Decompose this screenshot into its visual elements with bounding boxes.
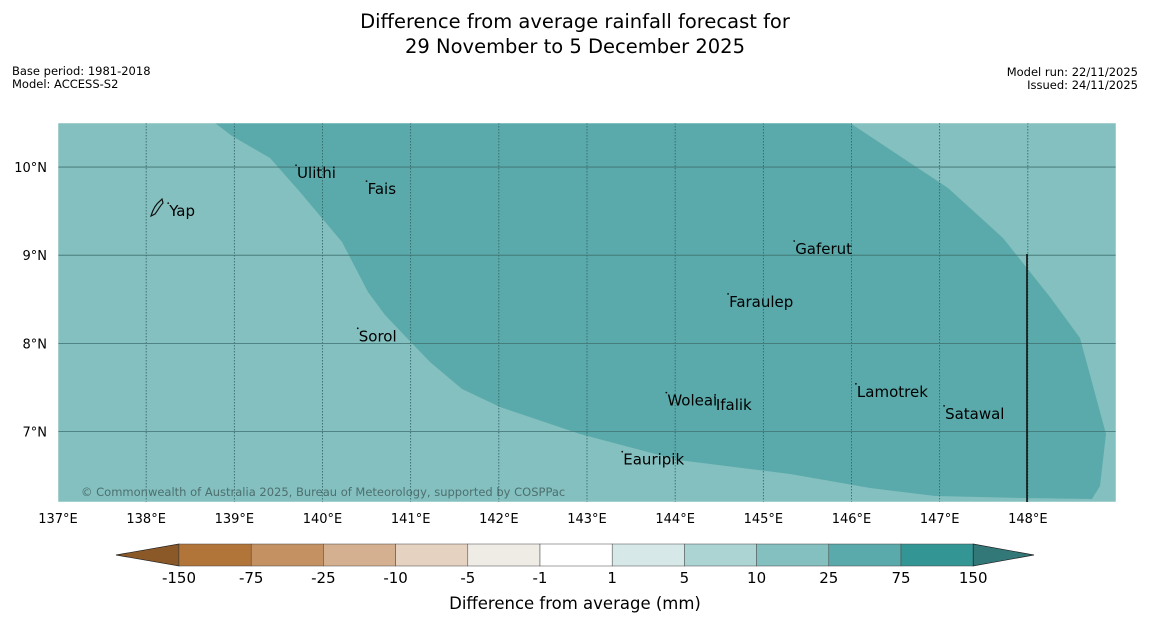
colorbar-segment <box>178 543 252 567</box>
colorbar-tick-label: 10 <box>747 569 766 587</box>
lon-tick-label: 137°E <box>38 512 78 527</box>
colorbar-segment <box>395 543 469 567</box>
longitude-labels: 137°E 138°E 139°E 140°E 141°E 142°E 143°E 144°E… <box>38 512 1047 527</box>
copyright-text: © Commonwealth of Australia 2025, Bureau… <box>81 485 565 499</box>
colorbar: -150 -75 -25 -10 -5 -1 1 5 10 25 75 150 <box>115 543 1035 587</box>
model-name: Model: ACCESS-S2 <box>12 77 119 91</box>
place-marker <box>365 180 368 183</box>
colorbar-arrow-low <box>115 543 180 567</box>
place-marker <box>356 327 359 330</box>
lon-tick-label: 140°E <box>303 512 343 527</box>
colorbar-label: Difference from average (mm) <box>449 594 701 613</box>
place-marker <box>943 404 945 407</box>
colorbar-segment <box>539 543 613 567</box>
lon-tick-label: 144°E <box>655 512 695 527</box>
place-label: Faraulep <box>729 293 793 311</box>
place-label: Fais <box>368 180 397 198</box>
colorbar-segment <box>900 543 974 567</box>
base-period: Base period: 1981-2018 <box>12 64 151 78</box>
rain-region-10-25-corner <box>1092 123 1116 138</box>
lon-tick-label: 138°E <box>126 512 166 527</box>
place-marker <box>793 240 796 242</box>
place-marker <box>621 450 624 453</box>
place-label: Gaferut <box>795 240 852 258</box>
place-marker <box>727 293 729 295</box>
place-label: Satawal <box>945 405 1004 423</box>
colorbar-segment <box>828 543 902 567</box>
chart-title: Difference from average rainfall forecas… <box>0 9 1150 59</box>
place-label: Eauripik <box>623 451 684 469</box>
place-label: Woleai <box>667 392 717 410</box>
lon-tick-label: 147°E <box>920 512 960 527</box>
lon-tick-label: 146°E <box>832 512 872 527</box>
place-label: Ifalik <box>716 396 752 414</box>
colorbar-tick-label: 1 <box>607 569 617 587</box>
title-line-2: 29 November to 5 December 2025 <box>405 35 745 58</box>
colorbar-tick-label: 25 <box>819 569 838 587</box>
colorbar-tick-label: -150 <box>162 569 196 587</box>
colorbar-segment <box>250 543 324 567</box>
lon-tick-label: 139°E <box>215 512 255 527</box>
lat-tick-label: 8°N <box>23 337 48 352</box>
map-frame <box>58 123 1116 502</box>
colorbar-arrow-high <box>972 543 1035 567</box>
colorbar-tick-label: 150 <box>959 569 988 587</box>
gridlines <box>58 123 1116 502</box>
place-marker <box>295 164 297 167</box>
colorbar-segment <box>323 543 396 567</box>
colorbar-tick-label: -1 <box>533 569 548 587</box>
map-border <box>57 122 1117 503</box>
place-label: Lamotrek <box>857 383 928 401</box>
colorbar-tick-label: 5 <box>680 569 690 587</box>
colorbar-segment <box>684 543 757 567</box>
title-line-1: Difference from average rainfall forecas… <box>360 10 790 33</box>
meta-right: Model run: 22/11/2025 Issued: 24/11/2025 <box>1007 66 1138 92</box>
lon-tick-label: 148°E <box>1008 512 1048 527</box>
colorbar-tick-label: -75 <box>239 569 264 587</box>
latitude-labels: 10°N 9°N 8°N 7°N <box>14 161 47 440</box>
lat-tick-label: 9°N <box>23 249 48 264</box>
meta-left: Base period: 1981-2018 Model: ACCESS-S2 <box>12 65 151 91</box>
yap-island-shape <box>150 197 164 218</box>
place-label: Yap <box>168 202 195 220</box>
colorbar-segment <box>756 543 830 567</box>
lon-tick-label: 143°E <box>567 512 607 527</box>
issued-date: Issued: 24/11/2025 <box>1027 78 1138 92</box>
colorbar-segment <box>467 543 541 567</box>
lat-tick-label: 7°N <box>23 425 48 440</box>
lon-tick-label: 145°E <box>744 512 784 527</box>
lat-tick-label: 10°N <box>14 161 47 176</box>
place-labels: Yap Ulithi Fais Gaferut Faraulep Sorol Lamotre… <box>167 164 1004 469</box>
lon-tick-label: 142°E <box>479 512 519 527</box>
lon-tick-label: 141°E <box>391 512 431 527</box>
place-label: Ulithi <box>297 164 336 182</box>
colorbar-tick-label: -5 <box>460 569 475 587</box>
colorbar-tick-label: -10 <box>383 569 408 587</box>
place-marker <box>665 391 668 394</box>
colorbar-segment <box>611 543 685 567</box>
model-run: Model run: 22/11/2025 <box>1006 65 1138 79</box>
place-marker <box>713 396 716 398</box>
place-marker <box>167 202 170 205</box>
colorbar-tick-label: 75 <box>891 569 910 587</box>
place-marker <box>855 382 857 385</box>
colorbar-tick-label: -25 <box>311 569 336 587</box>
place-label: Sorol <box>359 327 397 345</box>
rain-region-25-75 <box>215 123 1106 499</box>
